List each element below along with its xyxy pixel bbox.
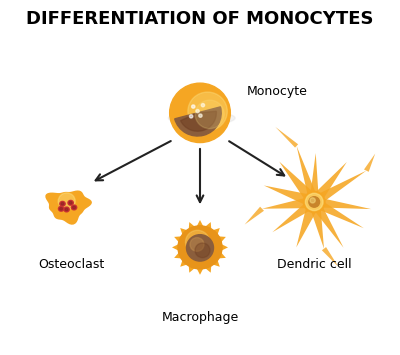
- Polygon shape: [296, 146, 316, 195]
- Polygon shape: [323, 199, 371, 209]
- Circle shape: [304, 191, 325, 212]
- Polygon shape: [311, 210, 324, 249]
- Polygon shape: [320, 202, 364, 228]
- Polygon shape: [245, 207, 264, 225]
- Ellipse shape: [64, 207, 69, 212]
- Polygon shape: [296, 209, 316, 247]
- Text: Dendric cell: Dendric cell: [277, 258, 352, 271]
- Circle shape: [186, 235, 214, 261]
- Polygon shape: [272, 204, 309, 232]
- Polygon shape: [322, 247, 338, 267]
- Circle shape: [186, 230, 210, 254]
- Ellipse shape: [60, 201, 65, 206]
- Wedge shape: [180, 111, 216, 131]
- Ellipse shape: [72, 206, 76, 209]
- Polygon shape: [311, 153, 318, 193]
- Circle shape: [196, 109, 199, 113]
- Polygon shape: [45, 190, 92, 225]
- Ellipse shape: [61, 202, 64, 205]
- Circle shape: [310, 198, 315, 203]
- Text: Monocyte: Monocyte: [246, 86, 307, 98]
- Circle shape: [195, 100, 224, 129]
- Polygon shape: [172, 220, 228, 275]
- Ellipse shape: [65, 208, 68, 211]
- Polygon shape: [320, 171, 366, 201]
- Text: DIFFERENTIATION OF MONOCYTES: DIFFERENTIATION OF MONOCYTES: [26, 10, 374, 27]
- Ellipse shape: [60, 207, 62, 210]
- Circle shape: [305, 193, 323, 211]
- Circle shape: [58, 193, 75, 209]
- Ellipse shape: [71, 205, 77, 210]
- Circle shape: [188, 92, 227, 131]
- Polygon shape: [279, 162, 312, 198]
- Circle shape: [199, 114, 202, 117]
- Polygon shape: [316, 162, 347, 198]
- Ellipse shape: [58, 206, 64, 211]
- Text: Osteoclast: Osteoclast: [38, 258, 105, 271]
- Circle shape: [309, 197, 320, 207]
- Circle shape: [192, 105, 195, 108]
- Polygon shape: [316, 207, 344, 248]
- Circle shape: [190, 115, 193, 118]
- Circle shape: [178, 226, 222, 269]
- Polygon shape: [264, 185, 307, 204]
- Ellipse shape: [168, 111, 235, 125]
- Text: Macrophage: Macrophage: [161, 311, 239, 324]
- Polygon shape: [364, 154, 375, 172]
- Ellipse shape: [68, 201, 73, 205]
- Circle shape: [195, 243, 210, 258]
- Polygon shape: [262, 198, 306, 209]
- Wedge shape: [175, 107, 221, 136]
- Circle shape: [190, 237, 204, 251]
- Ellipse shape: [69, 202, 72, 204]
- Polygon shape: [276, 127, 298, 148]
- Circle shape: [201, 104, 204, 107]
- Circle shape: [170, 83, 230, 143]
